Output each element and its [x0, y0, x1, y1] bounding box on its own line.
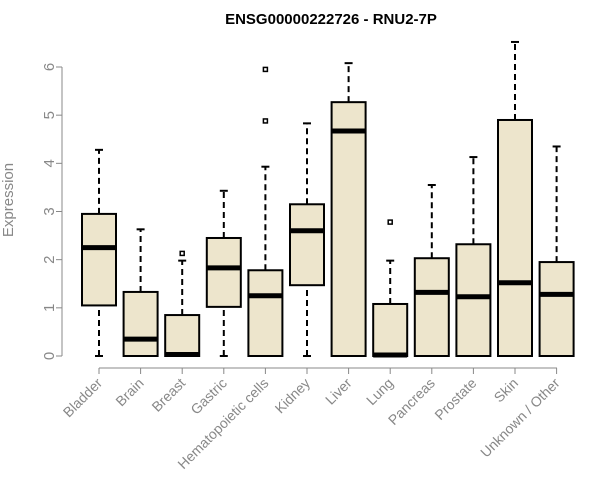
box-iqr [205, 236, 242, 308]
box-iqr [497, 118, 533, 357]
box-iqr [455, 243, 492, 357]
y-tick-label: 2 [41, 255, 58, 263]
box-iqr [247, 269, 284, 357]
box-lung [372, 219, 409, 358]
outlier-point [387, 219, 393, 225]
box-iqr [289, 203, 325, 287]
box-brain [122, 228, 159, 357]
box-kidney [289, 122, 325, 357]
box-iqr [372, 302, 409, 358]
box-iqr [164, 314, 201, 357]
box-iqr [122, 290, 159, 357]
y-tick-label: 6 [41, 63, 58, 71]
box-liver [330, 62, 367, 357]
box-iqr [538, 261, 575, 358]
x-tick-label: Breast [148, 375, 188, 415]
box-prostate [455, 156, 492, 357]
x-tick-label: Skin [491, 375, 522, 406]
chart-title: ENSG00000222726 - RNU2-7P [225, 11, 437, 28]
box-iqr [81, 212, 117, 307]
box-unknown-other [538, 145, 575, 358]
box-gastric [205, 189, 242, 357]
box-pancreas [413, 184, 450, 358]
y-tick-label: 5 [41, 111, 58, 119]
x-tick-label: Brain [112, 375, 146, 409]
box-hematopoietic-cells [247, 66, 284, 357]
y-tick-label: 0 [41, 352, 58, 360]
y-axis-label: Expression [0, 163, 17, 237]
outlier-point [262, 118, 269, 124]
outlier-point [179, 250, 185, 257]
y-tick-label: 1 [41, 304, 58, 312]
y-tick-label: 3 [41, 207, 58, 215]
boxes-group [81, 40, 575, 358]
x-tick-label: Kidney [272, 375, 314, 417]
box-iqr [330, 101, 367, 357]
x-tick-label: Unknown / Other [477, 375, 563, 461]
x-tick-label: Prostate [431, 375, 479, 423]
box-bladder [81, 148, 117, 357]
outlier-point [262, 66, 269, 73]
box-iqr [413, 257, 450, 358]
x-tick-label: Liver [322, 375, 355, 408]
x-tick-label: Lung [363, 375, 396, 408]
box-breast [164, 250, 201, 358]
x-tick-label: Bladder [60, 375, 106, 421]
box-skin [497, 40, 533, 357]
y-axis-ticks: 0 1 2 3 4 5 6 [41, 63, 62, 360]
y-tick-label: 4 [41, 159, 58, 167]
